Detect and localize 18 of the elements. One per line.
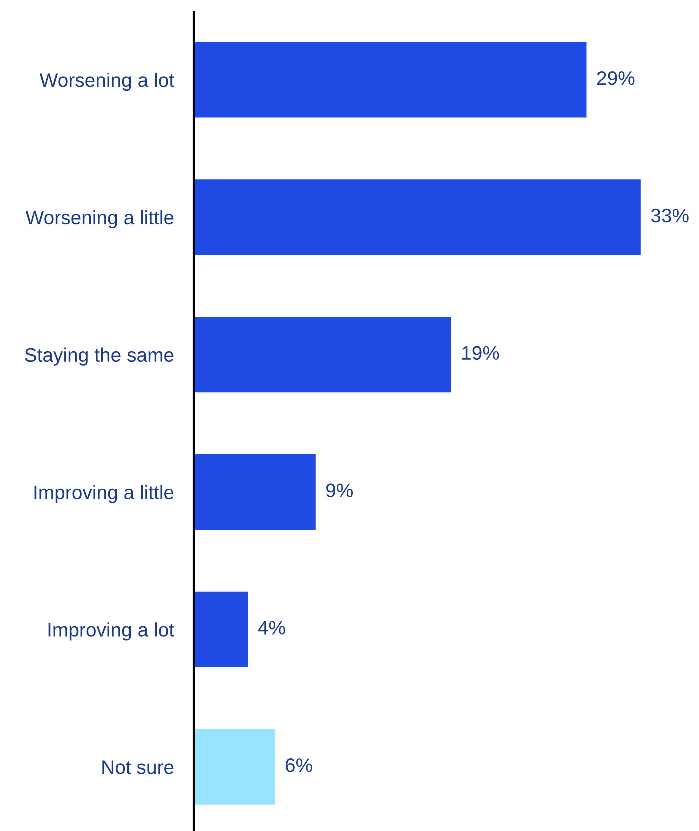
- data-label: 6%: [286, 758, 312, 772]
- data-label: 19%: [462, 346, 500, 360]
- bar: [194, 42, 587, 118]
- bar: [194, 317, 452, 393]
- y-tick-label: Improving a little: [34, 485, 174, 504]
- y-tick-label: Not sure: [102, 760, 174, 774]
- data-label: 29%: [597, 71, 635, 86]
- bar: [194, 592, 248, 668]
- data-label: 9%: [326, 484, 354, 498]
- y-tick-label: Staying the same: [25, 348, 174, 366]
- y-tick-label: Worsening a lot: [40, 72, 174, 92]
- data-label: 33%: [651, 208, 689, 223]
- y-tick-label: Improving a lot: [48, 622, 174, 641]
- bar: [194, 454, 316, 530]
- y-tick-label: Worsening a little: [26, 210, 174, 229]
- bar: [194, 180, 641, 256]
- data-label: 4%: [258, 621, 286, 635]
- bar: [194, 729, 276, 805]
